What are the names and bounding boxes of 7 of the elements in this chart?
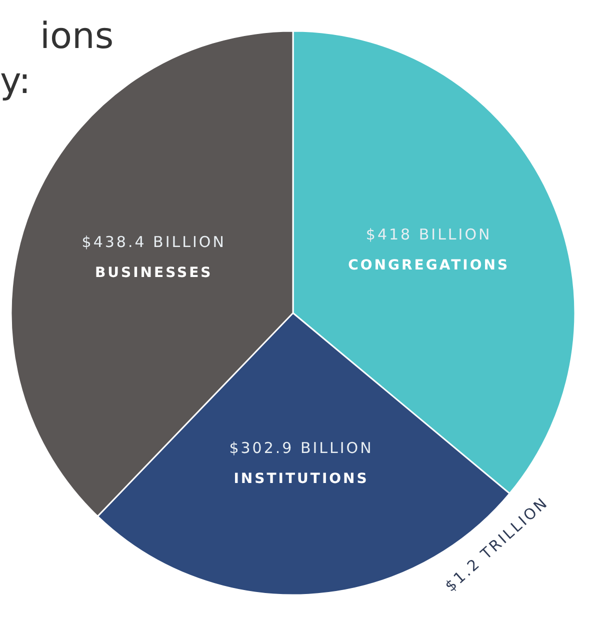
data-label: $418 BILLION <box>366 225 492 244</box>
data-label: $438.4 BILLION <box>82 232 226 251</box>
slice-label: INSTITUTIONS <box>234 470 369 487</box>
data-label: $302.9 BILLION <box>229 438 374 457</box>
chart-title: ions y: <box>0 16 114 102</box>
slice-label: BUSINESSES <box>94 264 213 281</box>
slice-label: CONGREGATIONS <box>348 257 510 274</box>
